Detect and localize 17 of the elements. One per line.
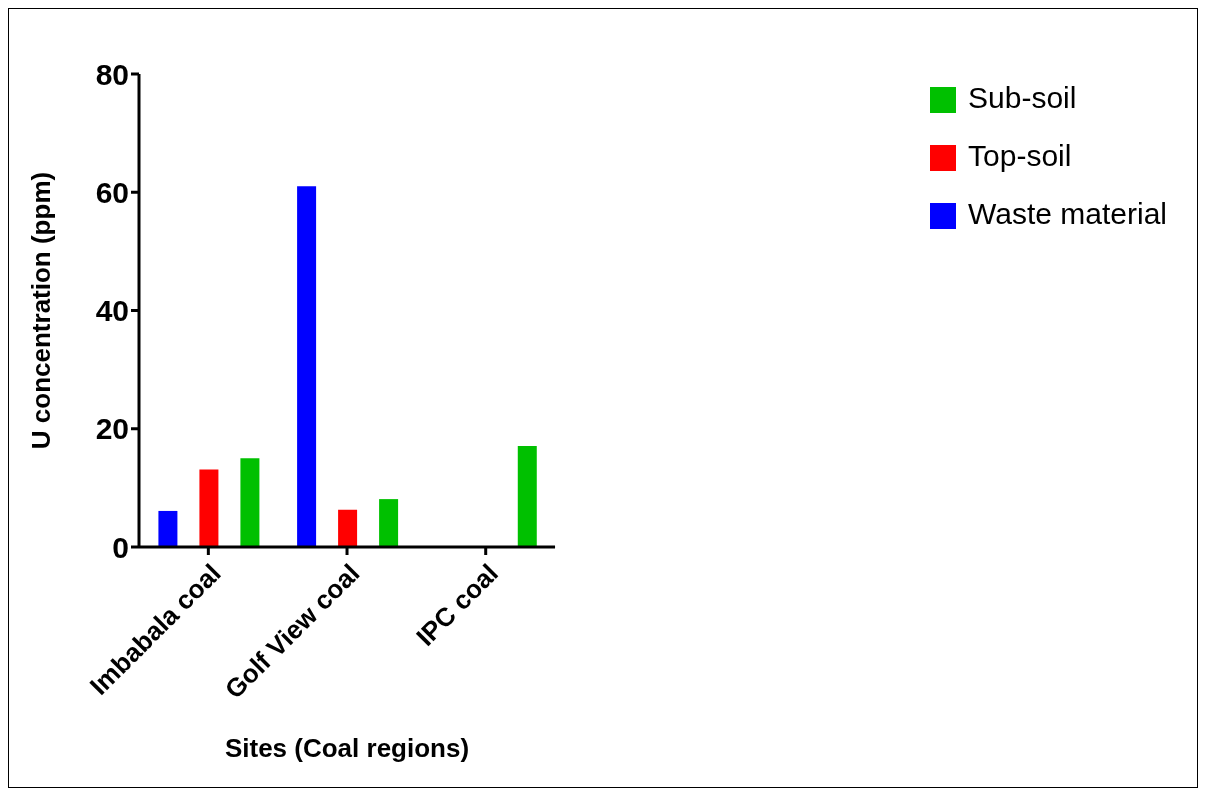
bar bbox=[517, 445, 537, 547]
bar bbox=[199, 469, 219, 547]
bar bbox=[297, 186, 317, 547]
y-tick-label: 40 bbox=[95, 294, 129, 328]
legend-label: Waste material bbox=[968, 197, 1167, 230]
y-tick-label: 0 bbox=[112, 530, 129, 564]
bar bbox=[338, 509, 358, 547]
y-tick-label: 20 bbox=[95, 412, 129, 446]
bar bbox=[379, 499, 399, 547]
y-axis-title: U concentration (ppm) bbox=[26, 171, 57, 450]
bar bbox=[240, 458, 260, 547]
legend-label: Top-soil bbox=[968, 139, 1072, 172]
bar bbox=[158, 510, 178, 547]
y-tick-label: 60 bbox=[95, 175, 129, 209]
legend-label: Sub-soil bbox=[968, 81, 1077, 114]
y-tick-label: 80 bbox=[95, 57, 129, 91]
x-axis-title: Sites (Coal regions) bbox=[224, 733, 470, 763]
